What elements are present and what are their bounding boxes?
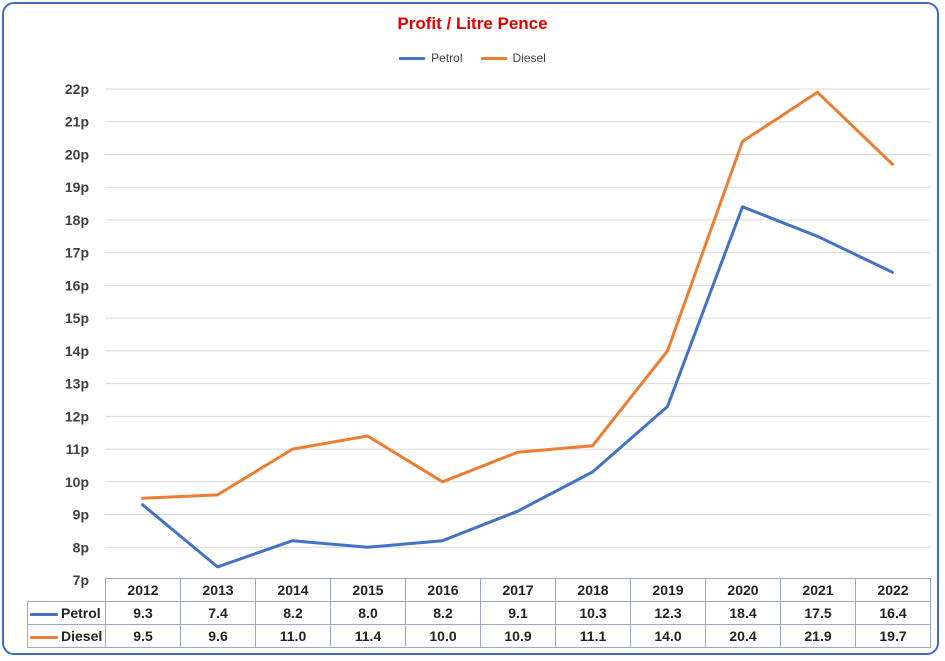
data-point-diesel <box>816 91 819 94</box>
data-label-diesel: 9.6 <box>180 624 256 648</box>
legend-swatch-diesel <box>480 56 507 60</box>
y-tick-label: 22p <box>65 81 89 97</box>
data-point-petrol <box>891 271 894 274</box>
data-point-diesel <box>216 493 219 496</box>
data-label-petrol: 17.5 <box>780 601 856 625</box>
data-label-diesel: 20.4 <box>705 624 781 648</box>
data-label-petrol: 8.2 <box>255 601 331 625</box>
x-tick-label: 2022 <box>855 578 931 602</box>
data-point-petrol <box>441 539 444 542</box>
data-point-diesel <box>366 434 369 437</box>
data-label-petrol: 10.3 <box>555 601 631 625</box>
data-point-petrol <box>216 565 219 568</box>
x-tick-label: 2016 <box>405 578 481 602</box>
data-label-diesel: 21.9 <box>780 624 856 648</box>
y-tick-label: 10p <box>65 474 89 490</box>
x-tick-label: 2012 <box>105 578 181 602</box>
data-label-diesel: 11.0 <box>255 624 331 648</box>
y-tick-label: 13p <box>65 376 89 392</box>
x-tick-label: 2018 <box>555 578 631 602</box>
row-label-text-petrol: Petrol <box>61 605 101 621</box>
x-tick-label: 2013 <box>180 578 256 602</box>
x-tick-label: 2017 <box>480 578 556 602</box>
data-label-diesel: 10.9 <box>480 624 556 648</box>
x-tick-label: 2015 <box>330 578 406 602</box>
data-label-petrol: 9.1 <box>480 601 556 625</box>
data-label-diesel: 11.4 <box>330 624 406 648</box>
data-point-diesel <box>516 451 519 454</box>
data-label-petrol: 8.0 <box>330 601 406 625</box>
row-label-petrol: Petrol <box>27 601 106 625</box>
legend-label-diesel: Diesel <box>512 51 546 65</box>
legend-swatch-petrol <box>399 56 426 60</box>
y-tick-label: 16p <box>65 277 89 293</box>
series-line-petrol <box>141 205 894 569</box>
year-row: 2012 2013 2014 2015 2016 2017 2018 2019 2020 2021… <box>27 578 931 602</box>
table-row-diesel: Diesel 9.5 9.6 11.0 11.4 10.0 10.9 11.1 14.0 20.… <box>27 624 931 648</box>
data-point-petrol <box>141 503 144 506</box>
chart-frame <box>2 2 939 655</box>
x-tick-label: 2021 <box>780 578 856 602</box>
data-label-petrol: 16.4 <box>855 601 931 625</box>
data-label-petrol: 8.2 <box>405 601 481 625</box>
data-point-diesel <box>291 448 294 451</box>
data-point-petrol <box>366 546 369 549</box>
y-tick-label: 9p <box>73 507 89 523</box>
data-label-diesel: 14.0 <box>630 624 706 648</box>
y-tick-label: 19p <box>65 179 89 195</box>
data-point-petrol <box>516 510 519 513</box>
data-point-petrol <box>591 470 594 473</box>
data-label-petrol: 18.4 <box>705 601 781 625</box>
legend-item-petrol: Petrol <box>399 51 463 65</box>
legend-item-diesel: Diesel <box>480 51 546 65</box>
data-label-petrol: 7.4 <box>180 601 256 625</box>
table-row-petrol: Petrol 9.3 7.4 8.2 8.0 8.2 9.1 10.3 12.3 18.4 17.… <box>27 601 931 625</box>
series-line-diesel <box>141 90 894 500</box>
data-label-diesel: 11.1 <box>555 624 631 648</box>
data-table: 2012 2013 2014 2015 2016 2017 2018 2019 2020 2021… <box>27 578 931 648</box>
data-label-diesel: 10.0 <box>405 624 481 648</box>
data-label-petrol: 12.3 <box>630 601 706 625</box>
x-tick-label: 2014 <box>255 578 331 602</box>
legend: Petrol Diesel <box>0 51 945 65</box>
row-key-petrol <box>30 612 58 616</box>
x-tick-label: 2019 <box>630 578 706 602</box>
data-point-diesel <box>891 163 894 166</box>
y-tick-label: 12p <box>65 408 89 424</box>
y-tick-label: 15p <box>65 310 89 326</box>
table-corner <box>27 578 106 602</box>
x-tick-label: 2020 <box>705 578 781 602</box>
data-point-diesel <box>741 140 744 143</box>
y-tick-label: 11p <box>66 441 89 457</box>
y-tick-label: 20p <box>65 146 89 162</box>
y-tick-label: 14p <box>65 343 89 359</box>
y-tick-label: 8p <box>73 539 89 555</box>
data-label-diesel: 9.5 <box>105 624 181 648</box>
y-tick-label: 17p <box>65 245 89 261</box>
data-point-petrol <box>741 205 744 208</box>
chart-title: Profit / Litre Pence <box>397 14 548 33</box>
data-point-diesel <box>141 497 144 500</box>
data-label-petrol: 9.3 <box>105 601 181 625</box>
row-label-text-diesel: Diesel <box>61 628 103 644</box>
data-point-petrol <box>816 235 819 238</box>
legend-label-petrol: Petrol <box>431 51 463 65</box>
data-point-petrol <box>666 405 669 408</box>
data-point-petrol <box>291 539 294 542</box>
y-tick-label: 18p <box>65 212 89 228</box>
data-point-diesel <box>666 349 669 352</box>
y-tick-label: 21p <box>65 114 89 130</box>
data-point-diesel <box>591 444 594 447</box>
data-label-diesel: 19.7 <box>855 624 931 648</box>
row-label-diesel: Diesel <box>27 624 106 648</box>
data-point-diesel <box>441 480 444 483</box>
row-key-diesel <box>30 635 58 639</box>
